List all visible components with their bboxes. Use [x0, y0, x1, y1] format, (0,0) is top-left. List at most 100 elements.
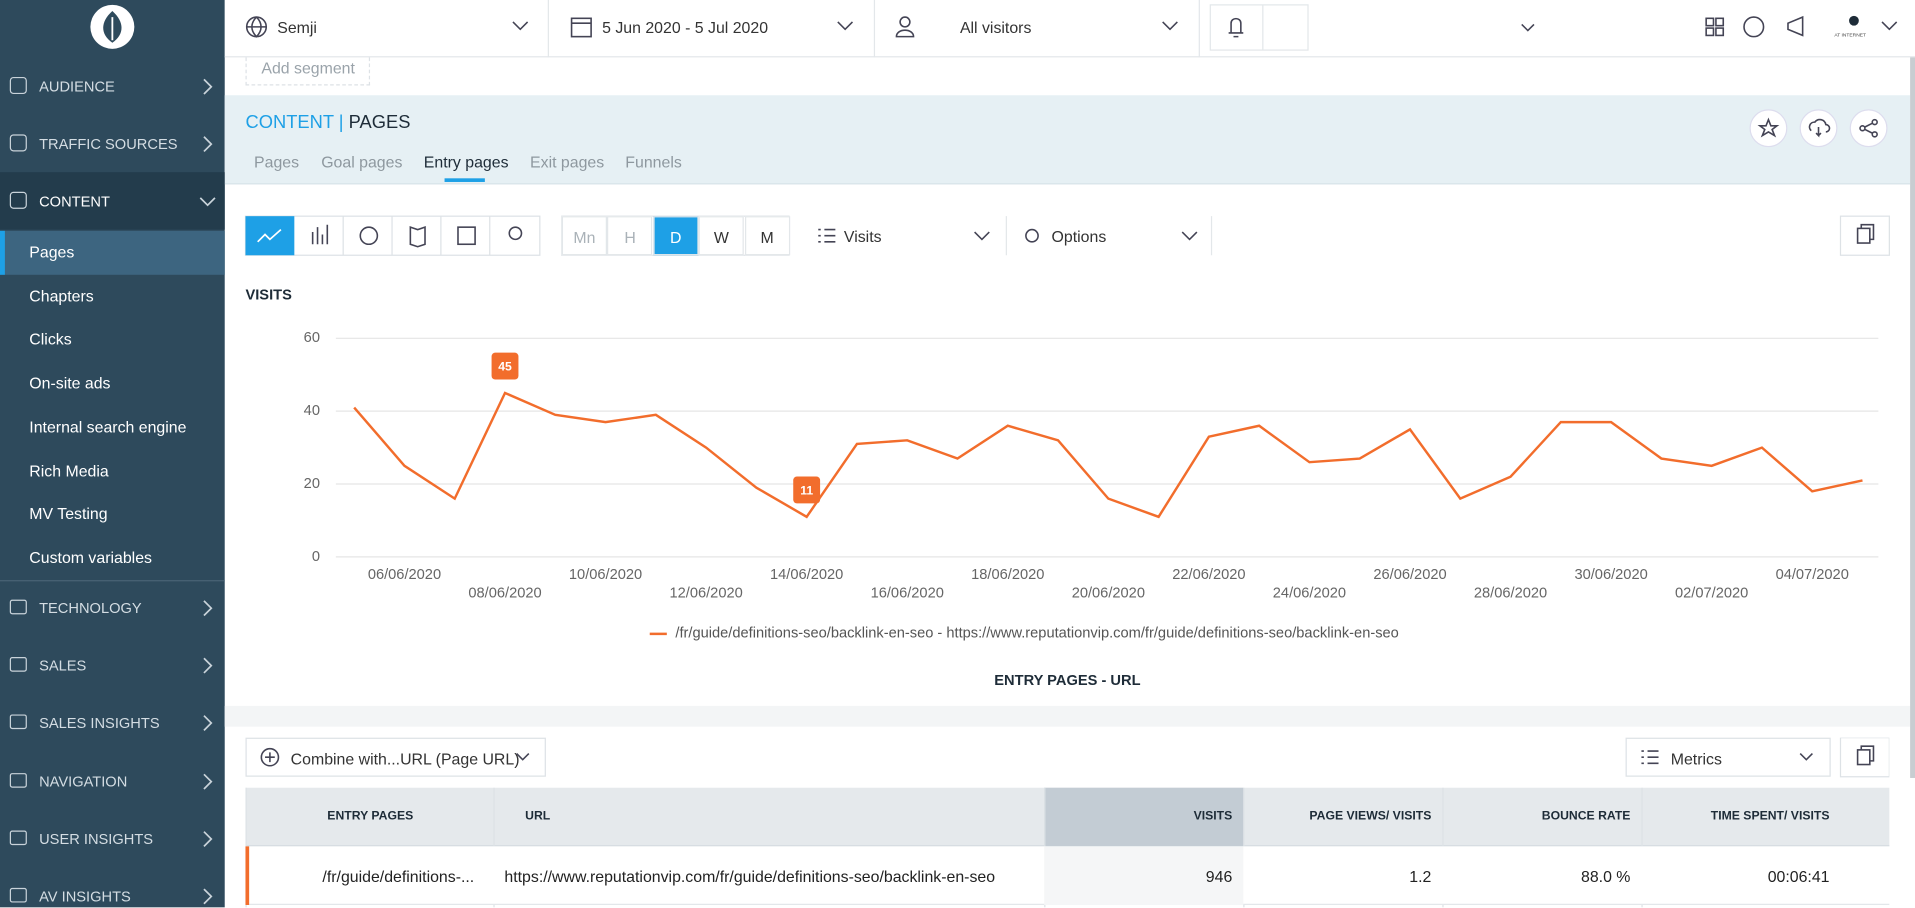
menu-icon — [9, 76, 27, 95]
site-selector[interactable]: Semji — [277, 18, 317, 37]
period[interactable]: W — [698, 216, 745, 256]
menu-section[interactable]: TRAFFIC SOURCES — [39, 135, 178, 153]
row-accent — [245, 846, 250, 905]
divider — [224, 705, 1911, 727]
x-tick-label: 14/06/2020 — [770, 567, 843, 583]
scrollbar — [1910, 57, 1915, 778]
section-line — [0, 580, 225, 582]
chevron — [203, 888, 213, 905]
menu-section[interactable]: AUDIENCE — [39, 78, 115, 96]
menu-item[interactable]: On-site ads — [29, 373, 111, 393]
tab[interactable]: Pages — [254, 152, 300, 171]
metrics-button[interactable]: Metrics — [1625, 737, 1831, 777]
x-tick-label: 26/06/2020 — [1373, 567, 1446, 583]
chevron — [199, 197, 216, 207]
chart-title: VISITS — [245, 287, 292, 303]
menu-icon — [9, 830, 27, 845]
options-selector[interactable]: Options — [1051, 227, 1107, 246]
menu-item[interactable]: Custom variables — [29, 548, 152, 567]
top-bar: Semji 5 Jun 2020 - 5 Jul 2020 All visito… — [224, 0, 1915, 58]
tab[interactable]: Entry pages — [423, 152, 509, 171]
x-tick-label: 02/07/2020 — [1675, 585, 1748, 601]
menu-section[interactable]: SALES — [39, 657, 87, 675]
column-header[interactable]: URL — [525, 809, 551, 824]
period[interactable]: M — [744, 216, 790, 256]
cell: /fr/guide/definitions-... — [322, 867, 475, 886]
x-tick-label: 22/06/2020 — [1172, 567, 1245, 583]
menu-item[interactable]: Chapters — [29, 286, 94, 305]
menu-section[interactable]: TECHNOLOGY — [39, 599, 142, 617]
logo-area — [0, 0, 225, 58]
menu-item[interactable]: Pages — [29, 243, 75, 262]
column-header[interactable]: PAGE VIEWS/ VISITS — [1309, 809, 1432, 824]
logo — [90, 4, 135, 49]
menu-section[interactable]: CONTENT — [39, 192, 110, 211]
chevron — [203, 600, 213, 617]
x-tick-label: 06/06/2020 — [368, 567, 441, 583]
tab[interactable]: Exit pages — [530, 152, 605, 171]
y-tick-label: 60 — [304, 330, 320, 346]
table-controls — [260, 737, 1890, 778]
x-tick-label: 16/06/2020 — [871, 585, 944, 601]
chevron — [203, 78, 213, 95]
x-tick-label: 08/06/2020 — [468, 585, 541, 601]
period[interactable]: H — [607, 216, 653, 256]
active-bar — [0, 230, 5, 275]
top-icons — [245, 0, 1898, 58]
sidebar — [0, 0, 225, 908]
header — [224, 95, 1911, 185]
menu-section[interactable]: SALES INSIGHTS — [39, 714, 160, 733]
menu-section[interactable]: USER INSIGHTS — [39, 830, 154, 848]
cell: 1.2 — [1409, 867, 1432, 886]
tab[interactable]: Goal pages — [321, 152, 403, 171]
chevron — [203, 715, 213, 732]
column-header[interactable]: BOUNCE RATE — [1541, 809, 1631, 824]
period[interactable]: Mn — [561, 216, 607, 256]
section-bg — [0, 172, 225, 230]
value-badge — [793, 476, 821, 504]
date-selector[interactable]: 5 Jun 2020 - 5 Jul 2020 — [602, 18, 769, 37]
add-segment[interactable]: Add segment — [245, 57, 371, 86]
menu-icon — [9, 714, 27, 730]
y-tick-label: 0 — [312, 549, 320, 565]
value-label: 45 — [498, 360, 512, 374]
x-tick-label: 30/06/2020 — [1574, 567, 1647, 583]
brand: AT INTERNET — [1834, 31, 1866, 38]
x-tick-label: 24/06/2020 — [1273, 585, 1346, 601]
chevron — [203, 657, 213, 674]
chevron — [203, 136, 213, 153]
column-header[interactable]: VISITS — [1193, 809, 1233, 824]
tab[interactable]: Funnels — [625, 152, 682, 171]
menu-icon — [9, 599, 27, 615]
segment-selector[interactable]: All visitors — [959, 18, 1032, 37]
chevron — [203, 773, 213, 790]
x-tick-label: 10/06/2020 — [569, 567, 642, 583]
value-badge — [491, 352, 519, 380]
separator: | — [338, 112, 344, 134]
legend-label: /fr/guide/definitions-seo/backlink-en-se… — [675, 626, 1398, 642]
x-tick-label: 18/06/2020 — [971, 567, 1044, 583]
cell: https://www.reputationvip.com/fr/guide/d… — [504, 867, 996, 886]
menu-item[interactable]: Clicks — [29, 330, 72, 349]
tab-underline — [444, 178, 485, 182]
x-tick-label: 12/06/2020 — [669, 585, 742, 601]
active-item-bg — [0, 230, 225, 275]
column-header[interactable]: TIME SPENT/ VISITS — [1710, 809, 1830, 824]
metric-selector[interactable]: Visits — [843, 227, 882, 246]
value-label: 11 — [800, 483, 813, 497]
header-actions — [1749, 109, 1888, 148]
menu-item[interactable]: Rich Media — [29, 461, 109, 480]
menu-section[interactable]: NAVIGATION — [39, 772, 128, 790]
sorted-header-bg — [1044, 787, 1244, 847]
period[interactable]: D — [653, 216, 699, 256]
combine-button[interactable]: Combine with...URL (Page URL) — [245, 737, 546, 777]
column-header[interactable]: ENTRY PAGES — [327, 809, 414, 824]
menu-item[interactable]: Internal search engine — [29, 417, 187, 436]
section: CONTENT — [245, 112, 334, 134]
menu-section[interactable]: AV INSIGHTS — [39, 887, 131, 905]
menu-icon — [9, 657, 27, 672]
y-tick-label: 20 — [304, 476, 320, 492]
cell: 946 — [1205, 867, 1233, 886]
menu-item[interactable]: MV Testing — [29, 504, 108, 523]
